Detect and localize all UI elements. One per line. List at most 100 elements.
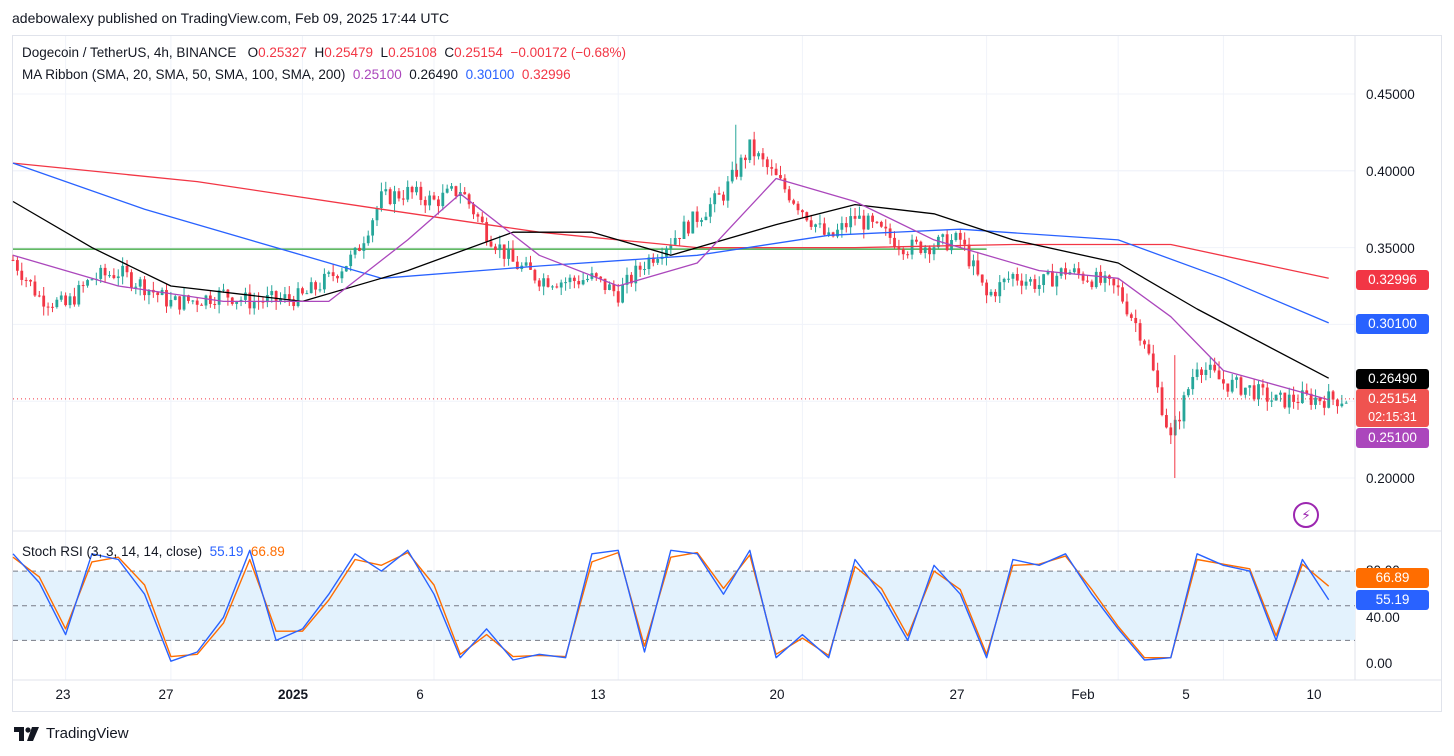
candle-down <box>1165 415 1168 428</box>
candle-down <box>1252 385 1256 400</box>
high-value: 0.25479 <box>324 45 374 60</box>
candle-up <box>608 284 611 290</box>
candle-up <box>450 186 453 189</box>
change-value: −0.00172 (−0.68%) <box>510 45 627 60</box>
candle-up <box>415 186 418 193</box>
candle-up <box>708 204 712 217</box>
candle-down <box>1213 364 1217 371</box>
lightning-icon[interactable]: ⚡ <box>1293 502 1319 528</box>
candle-down <box>476 214 480 217</box>
candle-up <box>441 192 445 207</box>
candle-down <box>1283 392 1287 408</box>
candle-up <box>625 274 629 285</box>
candle-down <box>717 193 721 195</box>
candle-down <box>888 228 892 238</box>
candle-up <box>665 248 668 257</box>
candle-down <box>33 281 37 296</box>
candle-down <box>796 203 800 211</box>
sma200-line <box>12 162 1329 279</box>
candle-up <box>634 265 638 284</box>
candle-up <box>866 215 870 230</box>
candle-up <box>270 291 274 296</box>
candle-down <box>292 299 296 307</box>
candle-down <box>743 157 747 161</box>
candle-up <box>393 191 396 205</box>
candle-down <box>1050 271 1054 287</box>
candle-up <box>182 295 186 310</box>
candle-up <box>371 220 375 236</box>
x-tick: 20 <box>769 687 785 702</box>
candle-up <box>375 208 379 221</box>
candle-down <box>774 168 778 176</box>
candle-down <box>1178 419 1181 422</box>
low-value: 0.25108 <box>388 45 437 60</box>
candle-down <box>463 192 467 195</box>
candle-down <box>248 292 252 309</box>
candle-down <box>976 260 980 275</box>
candle-down <box>1336 399 1339 407</box>
ma-ribbon-label: MA Ribbon (SMA, 20, SMA, 50, SMA, 100, S… <box>22 67 346 82</box>
candle-down <box>502 244 506 259</box>
candle-down <box>15 260 19 271</box>
candle-down <box>24 279 28 281</box>
candle-down <box>156 292 160 296</box>
candle-down <box>1322 401 1326 408</box>
y-tick: 0.45000 <box>1366 87 1415 102</box>
candle-up <box>244 292 247 300</box>
candle-down <box>11 259 15 261</box>
candle-up <box>923 247 927 254</box>
candle-up <box>235 301 239 304</box>
candle-up <box>1042 274 1046 286</box>
candle-down <box>301 288 304 294</box>
last-price-tag: 0.25154 02:15:31 <box>1356 389 1429 427</box>
candle-up <box>704 216 708 221</box>
candle-down <box>993 291 997 297</box>
candle-down <box>809 220 813 227</box>
candle-down <box>884 226 888 229</box>
candle-up <box>147 289 151 296</box>
candle-up <box>340 271 344 279</box>
candle-down <box>480 216 484 223</box>
candle-up <box>972 260 975 267</box>
x-tick: 23 <box>55 687 71 702</box>
stoch-k-tag: 55.19 <box>1356 590 1429 610</box>
symbol-label: Dogecoin / TetherUS, 4h, BINANCE <box>22 45 237 60</box>
tradingview-brand[interactable]: TradingView <box>14 725 129 742</box>
candle-up <box>814 224 817 227</box>
candle-up <box>1103 275 1107 283</box>
candle-up <box>1279 392 1282 395</box>
candle-up <box>551 286 554 288</box>
sma200-price-tag: 0.32996 <box>1356 270 1429 290</box>
candle-up <box>349 254 353 267</box>
candle-up <box>173 296 177 300</box>
candle-up <box>840 223 844 230</box>
candle-down <box>230 297 234 304</box>
candle-up <box>954 232 958 240</box>
candle-up <box>564 282 567 284</box>
candle-up <box>730 169 734 182</box>
candle-down <box>612 284 616 292</box>
candle-down <box>901 249 905 255</box>
y-tick: 0.20000 <box>1366 471 1415 486</box>
stoch-y-tick: 40.00 <box>1366 610 1400 625</box>
candle-up <box>1208 364 1212 370</box>
ma-ribbon-value-20: 0.25100 <box>352 67 402 82</box>
candle-down <box>761 153 765 160</box>
candle-down <box>42 295 46 307</box>
candle-down <box>831 232 835 237</box>
candle-up <box>542 278 546 287</box>
candle-up <box>138 279 142 287</box>
x-tick: 27 <box>158 687 174 702</box>
candle-up <box>379 191 383 209</box>
candle-down <box>801 210 804 213</box>
candle-up <box>1235 377 1238 380</box>
candle-down <box>985 282 989 296</box>
candle-up <box>134 286 138 288</box>
chart-frame <box>12 35 1442 712</box>
x-tick: Feb <box>1071 687 1095 702</box>
candle-down <box>419 186 423 200</box>
candle-down <box>958 232 962 240</box>
candle-down <box>1261 384 1265 388</box>
x-tick: 6 <box>416 687 424 702</box>
